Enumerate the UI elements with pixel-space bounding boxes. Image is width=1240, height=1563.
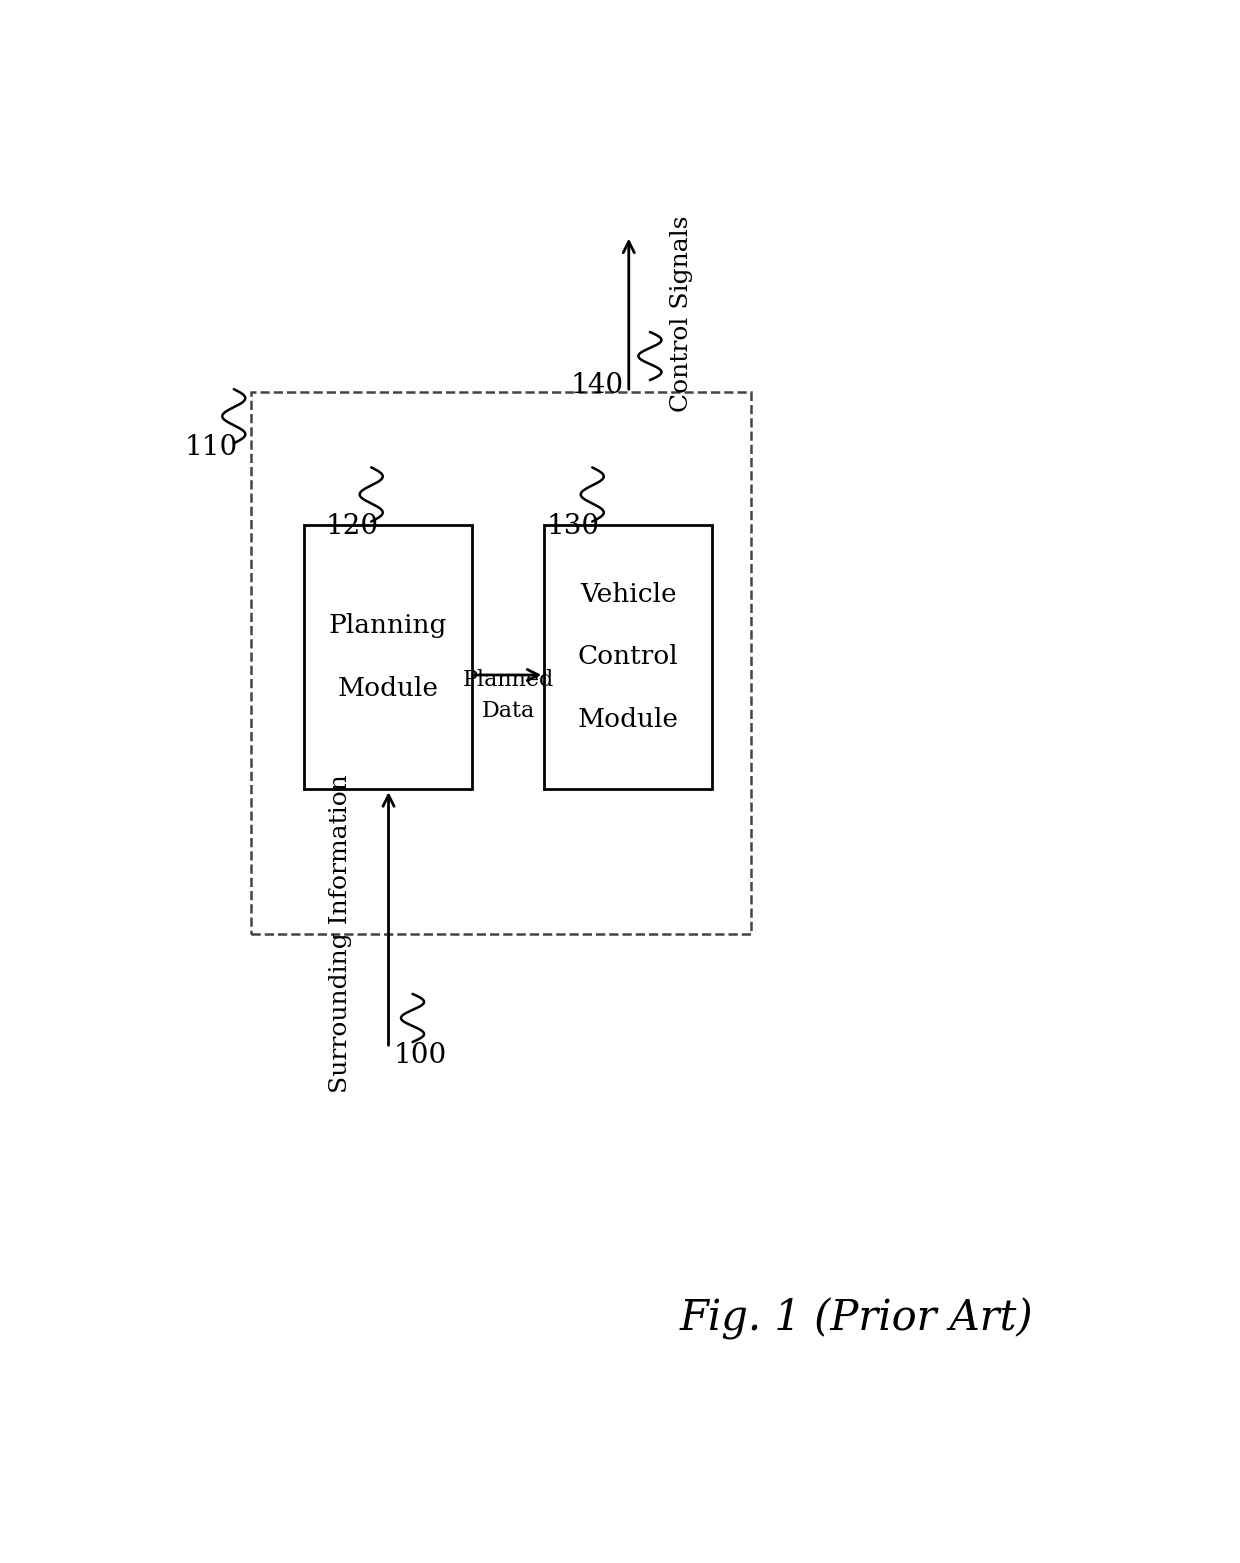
Bar (544, 525, 713, 789)
Text: Surrounding Information: Surrounding Information (329, 774, 352, 1093)
Text: Vehicle: Vehicle (580, 581, 677, 606)
Text: Data: Data (482, 700, 536, 722)
Text: Fig. 1 (Prior Art): Fig. 1 (Prior Art) (680, 1297, 1033, 1339)
Text: 130: 130 (547, 513, 600, 539)
Text: 100: 100 (393, 1043, 446, 1069)
Text: Control Signals: Control Signals (670, 216, 693, 413)
Text: 110: 110 (184, 435, 237, 461)
Text: Module: Module (337, 675, 439, 700)
Text: 140: 140 (570, 372, 624, 399)
Bar (304, 525, 472, 789)
Text: Planning: Planning (329, 613, 448, 638)
Text: Planned: Planned (463, 669, 554, 691)
Bar (250, 392, 751, 933)
Text: Module: Module (578, 706, 678, 731)
Text: Control: Control (578, 644, 678, 669)
Text: 120: 120 (325, 513, 378, 539)
